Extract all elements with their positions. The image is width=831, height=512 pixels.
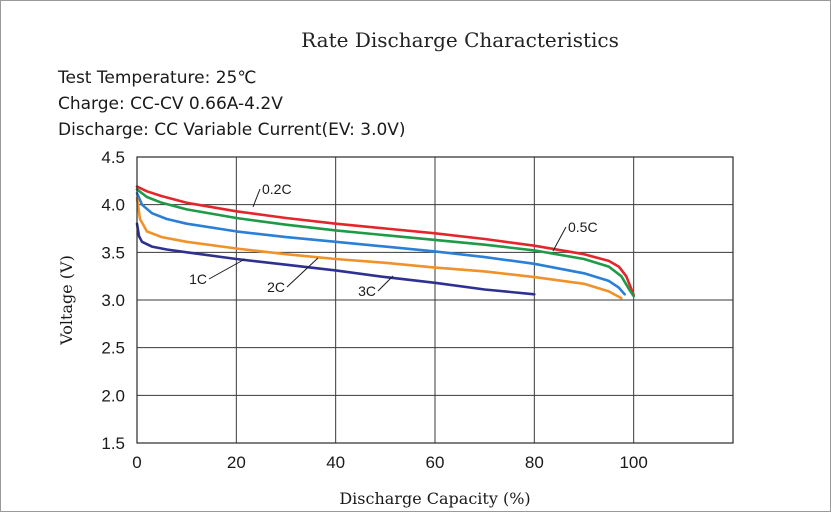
chart-title: Rate Discharge Characteristics xyxy=(301,28,619,52)
series-label: 0.5C xyxy=(568,219,598,235)
series-line-0-2C xyxy=(135,185,635,297)
y-tick-label: 3.5 xyxy=(101,243,125,262)
x-tick-label: 0 xyxy=(132,453,141,472)
grid xyxy=(137,157,733,443)
series-leader-line xyxy=(377,275,394,292)
series-leader-line xyxy=(286,257,319,288)
series-leader-line xyxy=(208,258,246,280)
x-axis-label: Discharge Capacity (%) xyxy=(339,489,530,508)
series-label: 3C xyxy=(358,283,376,299)
series-line-1C xyxy=(135,191,626,296)
plot-area xyxy=(136,156,734,444)
info-test-temperature: Test Temperature: 25℃ xyxy=(57,68,256,88)
y-tick-label: 4.5 xyxy=(101,148,125,167)
x-tick-label: 80 xyxy=(525,453,544,472)
series-line-3C xyxy=(135,222,536,296)
info-charge: Charge: CC-CV 0.66A-4.2V xyxy=(58,94,283,114)
x-tick-label: 60 xyxy=(426,453,445,472)
x-tick-label: 20 xyxy=(227,453,246,472)
series-line-2C xyxy=(135,196,623,300)
series-line-0-5C xyxy=(135,188,635,298)
y-tick-label: 2.0 xyxy=(101,386,125,405)
series-leader-line xyxy=(252,188,261,208)
series-label: 1C xyxy=(189,271,207,287)
series-label: 2C xyxy=(267,279,285,295)
series-lines xyxy=(135,185,635,300)
info-discharge: Discharge: CC Variable Current(EV: 3.0V) xyxy=(58,120,406,140)
x-tick-label: 40 xyxy=(326,453,345,472)
y-tick-label: 1.5 xyxy=(101,434,125,453)
y-tick-label: 4.0 xyxy=(101,196,125,215)
y-tick-label: 2.5 xyxy=(101,339,125,358)
series-labels: 0.2C 0.5C 1C 2C 3C xyxy=(189,181,597,299)
x-tick-label: 100 xyxy=(619,453,647,472)
series-leader-line xyxy=(552,226,567,252)
y-tick-label: 3.0 xyxy=(101,291,125,310)
series-label: 0.2C xyxy=(262,181,292,197)
tick-labels: 0 20 40 60 80 100 1.5 2.0 2.5 3.0 3.5 4.0 4.5 xyxy=(101,148,647,472)
y-axis-label: Voltage (V) xyxy=(57,255,76,346)
